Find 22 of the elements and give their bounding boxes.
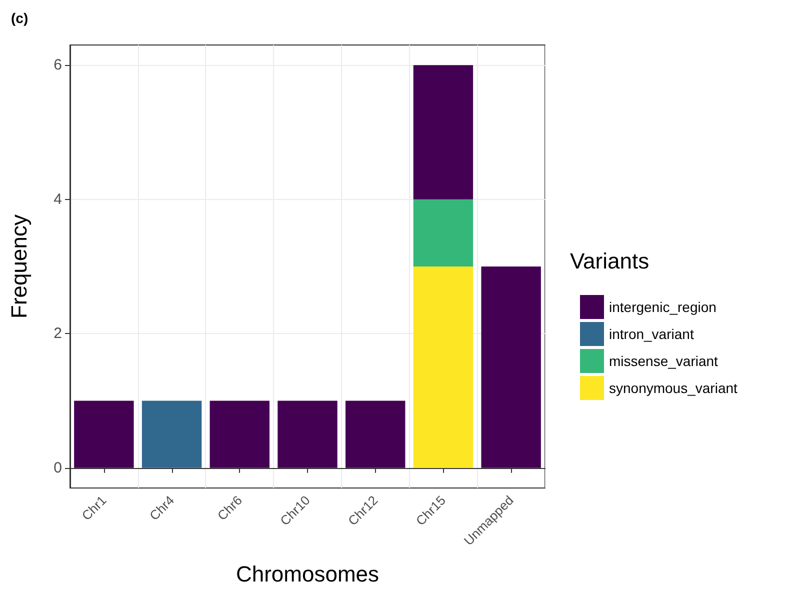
bar (413, 266, 474, 468)
x-tick-label: Chr1 (78, 492, 110, 524)
legend-title: Variants (570, 248, 650, 274)
bar (74, 400, 134, 468)
y-tick-label: 4 (54, 190, 62, 208)
y-tick-label: 0 (54, 459, 62, 476)
legend-label: intergenic_region (609, 299, 716, 315)
bar (413, 199, 474, 266)
y-tick-label: 2 (54, 325, 62, 342)
bar (346, 400, 406, 468)
bar (210, 400, 270, 468)
chart-title: (c) (11, 10, 28, 26)
bar (278, 400, 338, 468)
legend-label: synonymous_variant (609, 380, 738, 396)
legend-label: missense_variant (609, 353, 718, 369)
legend-label: intron_variant (609, 326, 694, 342)
y-axis-title: Frequency (6, 214, 32, 318)
y-tick-label: 6 (54, 56, 62, 74)
bar (413, 65, 474, 200)
x-axis-title: Chromosomes (236, 562, 380, 586)
bar (481, 266, 541, 468)
bar (142, 400, 202, 468)
